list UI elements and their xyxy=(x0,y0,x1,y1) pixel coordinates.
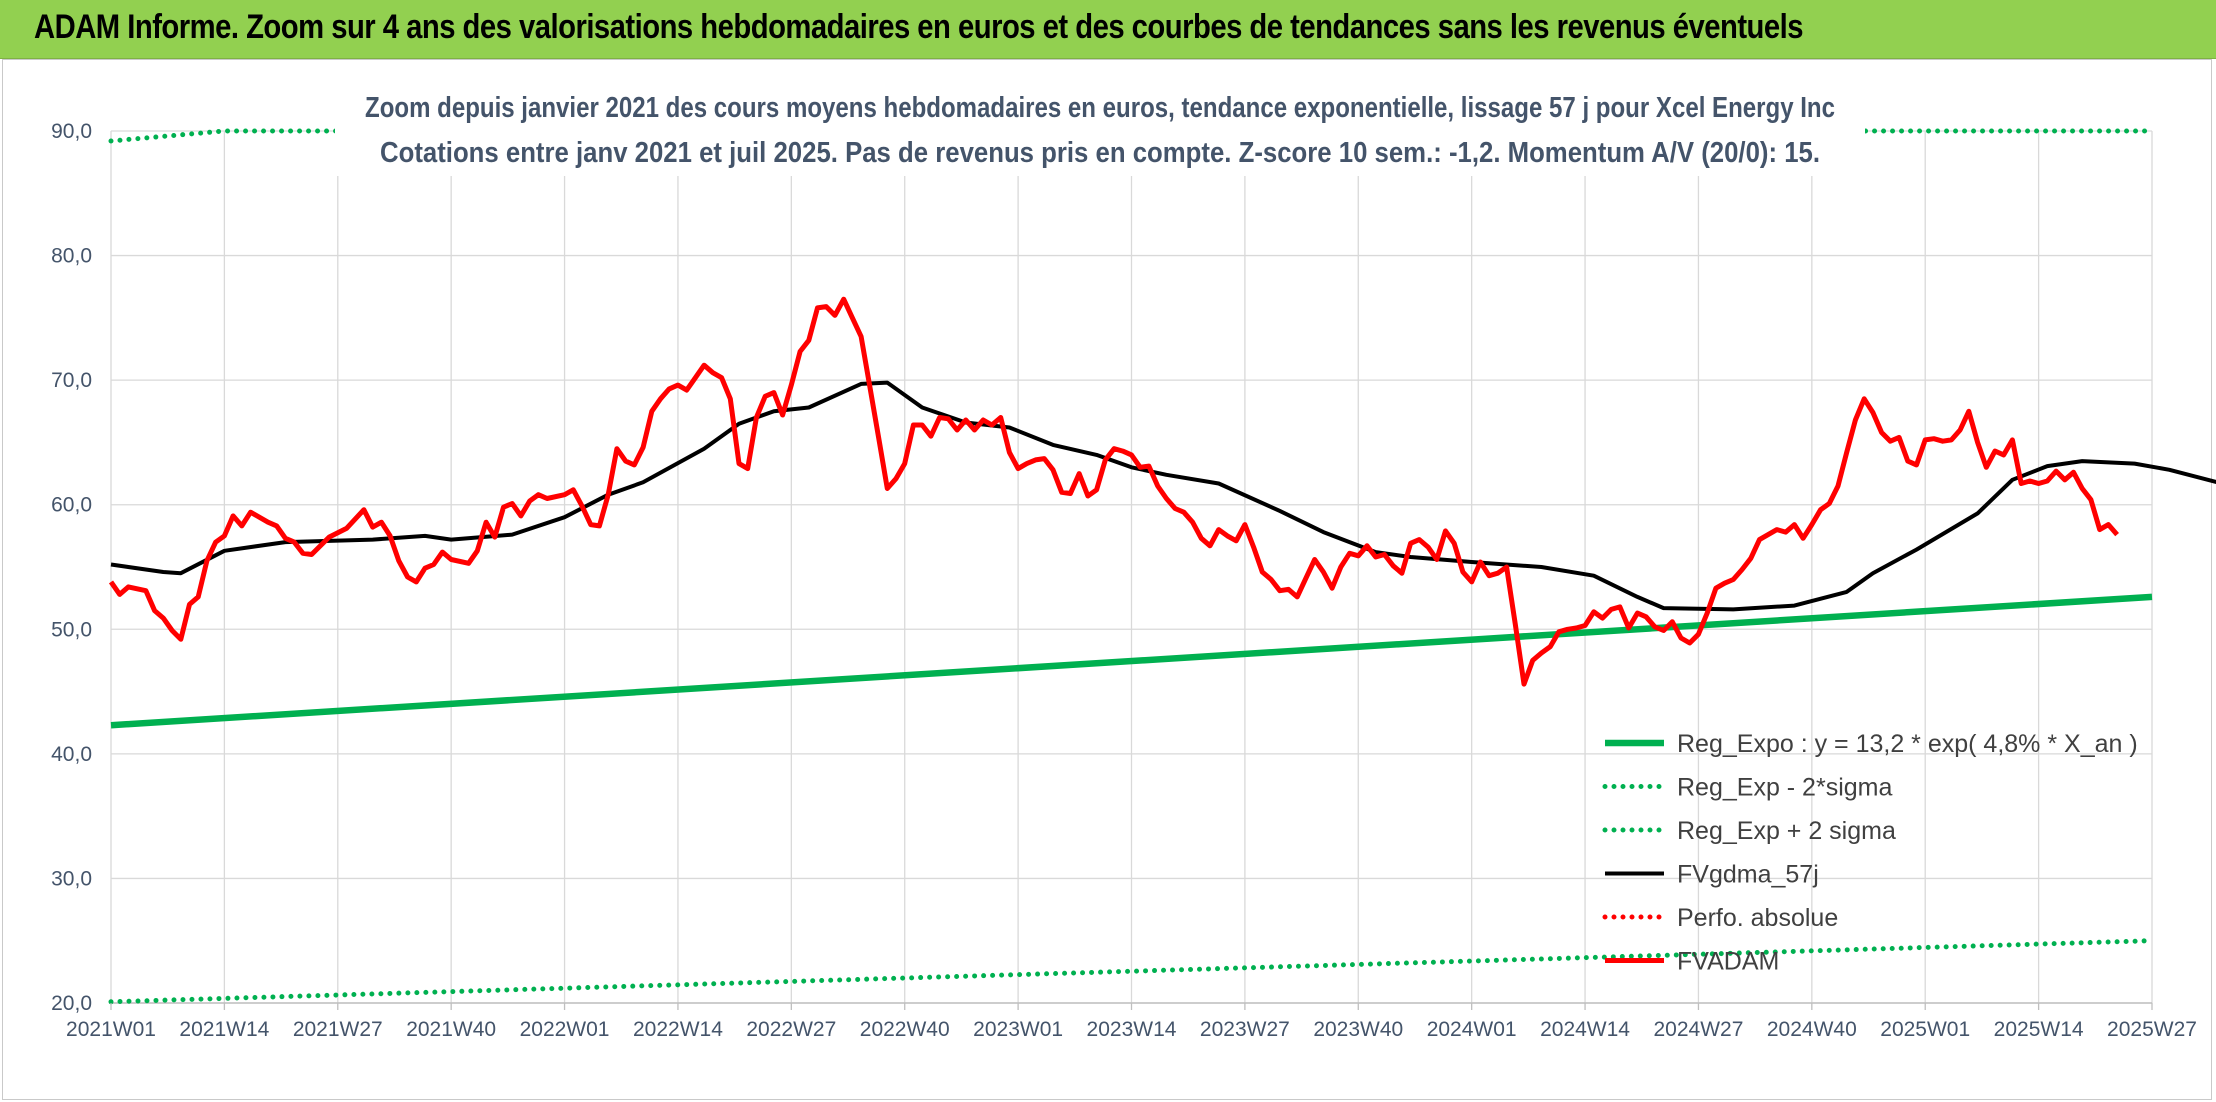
chart-series xyxy=(108,128,2216,1005)
x-tick-label: 2025W01 xyxy=(1880,1018,1970,1041)
series-line-3 xyxy=(110,380,2216,612)
legend-label: Reg_Exp + 2 sigma xyxy=(1677,817,1896,845)
x-axis: 2021W01 2021W14 2021W27 2021W40 2022W01 2022W… xyxy=(66,1003,2197,1041)
legend-label: FVgdma_57j xyxy=(1677,861,1819,889)
y-tick-label: 50,0 xyxy=(51,618,92,641)
y-tick-label: 40,0 xyxy=(51,743,92,766)
series-line-2 xyxy=(108,128,2155,144)
x-tick-label: 2021W14 xyxy=(179,1018,269,1041)
report-title: ADAM Informe. Zoom sur 4 ans des valoris… xyxy=(34,8,1804,46)
y-tick-label: 20,0 xyxy=(51,992,92,1015)
x-tick-label: 2022W14 xyxy=(633,1018,723,1041)
y-tick-label: 70,0 xyxy=(51,369,92,392)
x-tick-label: 2022W01 xyxy=(520,1018,610,1041)
legend-label: Reg_Exp - 2*sigma xyxy=(1677,774,1892,802)
x-tick-label: 2025W27 xyxy=(2107,1018,2197,1041)
title-backdrop xyxy=(335,84,1865,176)
x-tick-label: 2024W27 xyxy=(1653,1018,1743,1041)
x-tick-label: 2025W14 xyxy=(1994,1018,2084,1041)
x-tick-label: 2023W27 xyxy=(1200,1018,1290,1041)
report-banner: ADAM Informe. Zoom sur 4 ans des valoris… xyxy=(0,0,2216,59)
legend-label: FVADAM xyxy=(1677,948,1779,976)
x-tick-label: 2022W27 xyxy=(746,1018,836,1041)
x-tick-label: 2023W14 xyxy=(1087,1018,1177,1041)
chart-legend: Reg_Expo : y = 13,2 * exp( 4,8% * X_an )… xyxy=(1602,730,2138,976)
x-tick-label: 2023W01 xyxy=(973,1018,1063,1041)
x-tick-label: 2022W40 xyxy=(860,1018,950,1041)
x-tick-label: 2024W40 xyxy=(1767,1018,1857,1041)
y-tick-label: 30,0 xyxy=(51,867,92,890)
chart-subtitle: Cotations entre janv 2021 et juil 2025. … xyxy=(380,137,1820,169)
series-line-0 xyxy=(110,593,2153,729)
chart-titles: Zoom depuis janvier 2021 des cours moyen… xyxy=(335,84,1865,176)
y-axis: 20,0 30,0 40,0 50,0 60,0 70,0 80,0 90,0 xyxy=(51,120,92,1015)
series-line-5 xyxy=(108,296,2119,687)
series-line-1 xyxy=(108,938,2155,1005)
chart-title: Zoom depuis janvier 2021 des cours moyen… xyxy=(365,92,1835,124)
x-tick-label: 2021W27 xyxy=(293,1018,383,1041)
x-tick-label: 2021W01 xyxy=(66,1018,156,1041)
legend-label: Reg_Expo : y = 13,2 * exp( 4,8% * X_an ) xyxy=(1677,730,2138,758)
x-tick-label: 2024W14 xyxy=(1540,1018,1630,1041)
chart-grid xyxy=(110,130,2153,1004)
y-tick-label: 80,0 xyxy=(51,245,92,268)
x-tick-label: 2024W01 xyxy=(1427,1018,1517,1041)
chart-frame xyxy=(2,59,2212,1100)
x-tick-label: 2023W40 xyxy=(1313,1018,1403,1041)
legend-label: Perfo. absolue xyxy=(1677,904,1838,932)
y-tick-label: 60,0 xyxy=(51,494,92,517)
y-tick-label: 90,0 xyxy=(51,120,92,143)
x-tick-label: 2021W40 xyxy=(406,1018,496,1041)
